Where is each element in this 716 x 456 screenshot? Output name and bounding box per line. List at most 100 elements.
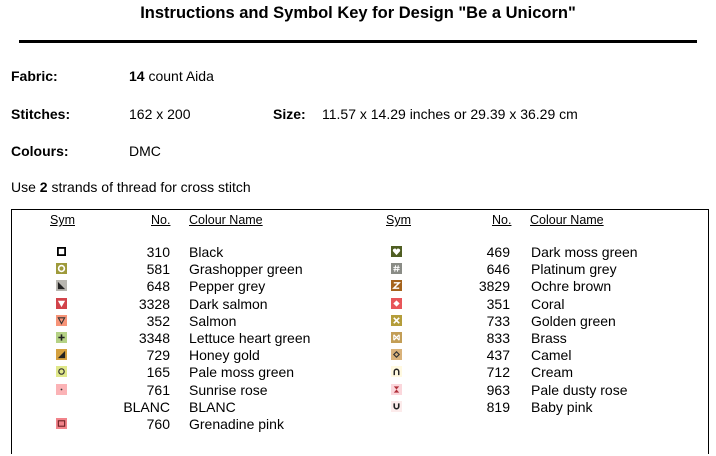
colour-number: 729: [146, 347, 170, 364]
colour-name: Black: [189, 244, 224, 260]
stitch-symbol-icon: [391, 366, 402, 378]
colour-name: Pale moss green: [189, 364, 295, 381]
stitches-label: Stitches:: [11, 106, 71, 122]
stitch-symbol-icon: [391, 314, 402, 326]
colour-number: 833: [486, 330, 510, 346]
colour-number: 3829: [478, 278, 510, 295]
left-row-10: 760 Grenadine pink: [12, 416, 702, 433]
colour-name: Camel: [531, 347, 572, 364]
colour-name: Salmon: [189, 312, 237, 329]
fabric-type: count Aida: [144, 68, 214, 84]
left-row-5: 3348 Lettuce heart green: [12, 330, 702, 347]
header-name-left: Colour Name: [189, 213, 263, 227]
stitch-symbol-icon: [391, 246, 402, 257]
stitch-symbol-icon: [391, 332, 402, 343]
colour-number: 760: [146, 416, 170, 432]
stitch-symbol-icon: [391, 280, 402, 292]
colour-name: Grenadine pink: [189, 416, 284, 432]
colour-number: 648: [146, 278, 170, 295]
colour-name: Dark moss green: [531, 244, 638, 260]
colour-name: Platinum grey: [531, 261, 617, 278]
colour-number: 352: [146, 312, 170, 329]
colour-name: Brass: [531, 330, 567, 346]
right-row-8: 963 Pale dusty rose: [12, 382, 702, 399]
left-row-8: 761 Sunrise rose: [12, 382, 702, 399]
fabric-count: 14: [129, 68, 145, 84]
colour-name: Pepper grey: [189, 278, 266, 295]
header-sym-left: Sym: [50, 213, 75, 227]
right-row-7: 712 Cream: [12, 364, 702, 381]
stitch-symbol-icon: [391, 400, 402, 412]
stitches-value: 162 x 200: [129, 106, 191, 122]
colour-number: 581: [146, 261, 170, 278]
header-no-left: No.: [151, 213, 171, 227]
colour-name: Baby pink: [531, 398, 593, 415]
stitch-symbol-icon: [56, 366, 67, 378]
stitch-symbol-icon: [56, 383, 67, 395]
colour-name: Cream: [531, 364, 574, 381]
colour-number: 469: [486, 244, 510, 260]
colour-name: Sunrise rose: [189, 381, 268, 398]
colour-number: 712: [486, 364, 510, 381]
right-row-4: 733 Golden green: [12, 313, 702, 330]
stitch-symbol-icon: [56, 297, 67, 309]
colour-number: 165: [146, 364, 170, 381]
colour-number: 761: [146, 381, 170, 398]
colour-name: Dark salmon: [189, 295, 268, 312]
strand-count: 2: [39, 179, 48, 195]
stitch-symbol-icon: [391, 383, 402, 395]
colour-name: Lettuce heart green: [189, 330, 311, 346]
colour-number: 310: [146, 244, 170, 260]
right-row-3: 351 Coral: [12, 296, 702, 313]
header-name-right: Colour Name: [530, 213, 604, 227]
colour-name: BLANC: [189, 398, 236, 415]
header-sym-right: Sym: [386, 213, 411, 227]
left-row-1: 581 Grashopper green: [12, 261, 702, 278]
colour-number: 733: [486, 312, 510, 329]
right-row-5: 833 Brass: [12, 330, 702, 347]
left-row-9: BLANC BLANC: [12, 399, 702, 416]
stitch-symbol-icon: [56, 349, 67, 361]
page-title: Instructions and Symbol Key for Design "…: [140, 4, 576, 22]
left-row-6: 729 Honey gold: [12, 347, 702, 364]
title-underline: [19, 40, 697, 43]
left-row-4: 352 Salmon: [12, 313, 702, 330]
left-row-0: 310 Black: [12, 244, 702, 261]
stitch-symbol-icon: [391, 263, 402, 275]
strands-instruction: Use 2 strands of thread for cross stitch: [11, 179, 251, 195]
colour-number: 819: [486, 398, 510, 415]
fabric-value: 14 count Aida: [129, 68, 214, 84]
right-row-9: 819 Baby pink: [12, 399, 702, 416]
stitch-symbol-icon: [56, 418, 67, 429]
colour-name: Ochre brown: [531, 278, 612, 295]
colours-value: DMC: [129, 143, 161, 159]
colour-number: 3328: [138, 295, 170, 312]
colour-number: 351: [486, 295, 510, 312]
stitch-symbol-icon: [56, 246, 67, 257]
stitch-symbol-icon: [56, 280, 67, 292]
colour-name: Golden green: [531, 312, 616, 329]
right-row-1: 646 Platinum grey: [12, 261, 702, 278]
header-no-right: No.: [492, 213, 512, 227]
colour-name: Honey gold: [189, 347, 260, 364]
colour-name: Coral: [531, 295, 565, 312]
left-row-3: 3328 Dark salmon: [12, 296, 702, 313]
colours-label: Colours:: [11, 143, 69, 159]
colour-name: Grashopper green: [189, 261, 303, 278]
colour-number: 437: [486, 347, 510, 364]
colour-number: 963: [486, 381, 510, 398]
colour-number: BLANC: [123, 398, 170, 415]
left-row-2: 648 Pepper grey: [12, 278, 702, 295]
stitch-symbol-icon: [391, 349, 402, 361]
fabric-label: Fabric:: [11, 68, 58, 84]
right-row-6: 437 Camel: [12, 347, 702, 364]
colour-number: 646: [486, 261, 510, 278]
stitch-symbol-icon: [391, 297, 402, 309]
colour-number: 3348: [138, 330, 170, 346]
stitch-symbol-icon: [56, 263, 67, 275]
stitch-symbol-icon: [56, 332, 67, 343]
right-row-2: 3829 Ochre brown: [12, 278, 702, 295]
size-value: 11.57 x 14.29 inches or 29.39 x 36.29 cm: [322, 106, 578, 122]
right-row-0: 469 Dark moss green: [12, 244, 702, 261]
colour-name: Pale dusty rose: [531, 381, 628, 398]
